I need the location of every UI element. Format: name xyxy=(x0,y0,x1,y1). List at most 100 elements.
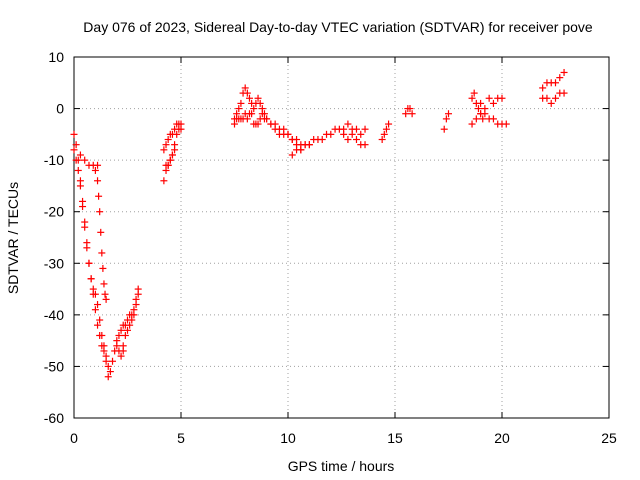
y-tick-label: 0 xyxy=(56,101,64,117)
data-point xyxy=(95,192,103,200)
data-point xyxy=(104,373,112,381)
data-point xyxy=(245,94,253,102)
data-point xyxy=(99,264,107,272)
y-tick-label: -50 xyxy=(44,358,64,374)
data-point xyxy=(378,136,386,144)
data-point xyxy=(94,177,102,185)
data-point xyxy=(74,166,82,174)
data-points xyxy=(70,68,568,381)
data-point xyxy=(81,156,89,164)
data-point xyxy=(254,94,262,102)
x-axis-label: GPS time / hours xyxy=(288,458,395,474)
y-tick-label: -60 xyxy=(44,410,64,426)
data-point xyxy=(481,105,489,113)
data-point xyxy=(98,331,106,339)
data-point xyxy=(79,203,87,211)
grid-lines xyxy=(74,57,609,418)
data-point xyxy=(288,136,296,144)
data-point xyxy=(76,151,84,159)
data-point xyxy=(177,120,185,128)
y-tick-label: -20 xyxy=(44,204,64,220)
data-point xyxy=(124,316,131,324)
data-point xyxy=(318,136,326,144)
data-point xyxy=(543,94,551,102)
x-tick-labels: 0 5 10 15 20 25 xyxy=(70,430,617,446)
data-point xyxy=(344,120,352,128)
data-point xyxy=(552,94,559,102)
data-point xyxy=(498,94,506,102)
data-point xyxy=(100,280,108,288)
data-point xyxy=(489,115,497,123)
data-point xyxy=(547,99,555,107)
data-point xyxy=(305,141,313,149)
data-point xyxy=(440,125,448,133)
data-point xyxy=(106,368,114,376)
axis-ticks xyxy=(73,56,610,419)
data-point xyxy=(352,136,360,144)
data-point xyxy=(171,125,179,133)
data-point xyxy=(361,125,369,133)
y-tick-label: -10 xyxy=(44,152,64,168)
data-point xyxy=(70,146,78,154)
data-point xyxy=(361,141,369,149)
data-point xyxy=(408,110,416,118)
data-point xyxy=(235,105,243,113)
data-point xyxy=(468,94,476,102)
data-point xyxy=(243,89,251,97)
data-point xyxy=(85,259,93,267)
data-point xyxy=(284,130,292,138)
data-point xyxy=(539,84,547,92)
data-point xyxy=(91,166,99,174)
data-point xyxy=(445,110,452,118)
data-point xyxy=(340,125,348,133)
data-point xyxy=(72,156,80,164)
data-point xyxy=(162,141,170,149)
data-point xyxy=(231,120,238,128)
data-point xyxy=(104,362,112,370)
data-point xyxy=(119,342,127,350)
data-point xyxy=(94,321,102,329)
plot-frame xyxy=(73,56,610,419)
data-point xyxy=(241,84,249,92)
data-point xyxy=(380,130,388,138)
data-point xyxy=(94,161,102,169)
x-tick-label: 0 xyxy=(70,430,78,446)
data-point xyxy=(83,244,91,252)
data-point xyxy=(280,125,288,133)
data-point xyxy=(271,120,279,128)
x-tick-label: 5 xyxy=(177,430,185,446)
data-point xyxy=(132,295,140,303)
data-point xyxy=(470,89,478,97)
data-point xyxy=(97,228,105,236)
data-point xyxy=(124,326,131,334)
data-point xyxy=(479,115,487,123)
data-point xyxy=(327,130,335,138)
data-point xyxy=(100,342,108,350)
y-tick-label: 10 xyxy=(48,49,64,65)
data-point xyxy=(130,306,138,314)
y-tick-label: -40 xyxy=(44,307,64,323)
data-point xyxy=(254,120,262,128)
chart-title: Day 076 of 2023, Sidereal Day-to-day VTE… xyxy=(83,19,593,35)
data-point xyxy=(102,295,110,303)
data-point xyxy=(160,146,168,154)
data-point xyxy=(489,99,497,107)
data-point xyxy=(472,115,480,123)
data-point xyxy=(91,290,99,298)
data-point xyxy=(297,146,305,154)
data-point xyxy=(109,357,117,365)
data-point xyxy=(102,357,110,365)
data-point xyxy=(117,352,125,360)
x-tick-label: 15 xyxy=(387,430,403,446)
data-point xyxy=(352,125,360,133)
data-point xyxy=(556,74,564,82)
data-point xyxy=(101,290,109,298)
data-point xyxy=(237,99,245,107)
data-point xyxy=(258,110,266,118)
data-point xyxy=(121,321,129,329)
data-point xyxy=(168,130,176,138)
data-point xyxy=(560,68,568,76)
data-point xyxy=(485,94,493,102)
data-point xyxy=(385,120,393,128)
